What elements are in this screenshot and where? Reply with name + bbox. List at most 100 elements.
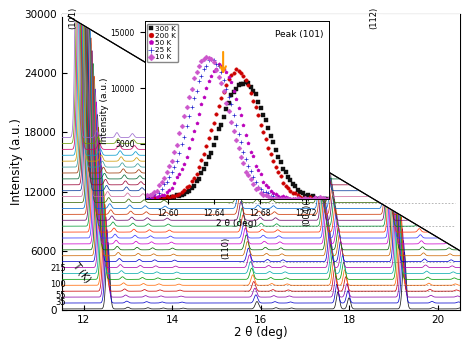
25 K <box>301 196 309 202</box>
200 K <box>218 95 225 101</box>
50 K <box>307 196 314 201</box>
10 K <box>151 189 158 195</box>
300 K <box>289 181 297 187</box>
50 K <box>259 179 267 184</box>
25 K <box>205 58 213 63</box>
50 K <box>274 193 282 198</box>
50 K <box>210 68 218 74</box>
10 K <box>225 108 232 114</box>
200 K <box>319 196 327 201</box>
10 K <box>279 196 287 202</box>
200 K <box>222 83 230 88</box>
25 K <box>190 95 198 101</box>
200 K <box>168 194 175 199</box>
200 K <box>272 164 280 170</box>
200 K <box>240 73 247 79</box>
10 K <box>165 163 173 169</box>
25 K <box>155 190 163 195</box>
Y-axis label: Intensity (a.u.): Intensity (a.u.) <box>9 119 23 205</box>
200 K <box>165 195 173 200</box>
200 K <box>161 195 168 201</box>
300 K <box>225 101 232 106</box>
50 K <box>175 171 183 177</box>
300 K <box>287 177 294 183</box>
50 K <box>257 171 264 177</box>
50 K <box>163 189 171 195</box>
X-axis label: 2 θ (deg): 2 θ (deg) <box>217 219 257 229</box>
10 K <box>183 104 191 110</box>
50 K <box>195 111 203 117</box>
300 K <box>180 191 188 197</box>
50 K <box>230 88 237 94</box>
50 K <box>161 192 168 198</box>
300 K <box>311 196 319 201</box>
300 K <box>210 143 218 148</box>
300 K <box>198 170 205 176</box>
50 K <box>220 66 228 72</box>
50 K <box>319 197 327 202</box>
25 K <box>151 191 158 197</box>
50 K <box>299 197 307 202</box>
200 K <box>321 196 329 201</box>
10 K <box>272 195 280 201</box>
200 K <box>309 196 317 202</box>
200 K <box>232 67 240 72</box>
10 K <box>222 100 230 106</box>
10 K <box>287 197 294 202</box>
50 K <box>324 197 331 202</box>
50 K <box>188 136 195 142</box>
25 K <box>193 88 201 94</box>
Text: (101): (101) <box>69 7 78 29</box>
200 K <box>250 99 257 104</box>
25 K <box>264 190 272 196</box>
50 K <box>205 78 213 84</box>
300 K <box>185 188 193 194</box>
300 K <box>255 99 262 105</box>
50 K <box>282 194 289 200</box>
50 K <box>247 149 255 155</box>
10 K <box>143 193 151 198</box>
Text: 100: 100 <box>50 279 66 289</box>
10 K <box>205 55 213 61</box>
10 K <box>321 196 329 202</box>
10 K <box>171 149 178 155</box>
10 K <box>202 54 210 60</box>
200 K <box>311 197 319 202</box>
200 K <box>175 191 183 197</box>
200 K <box>247 90 255 95</box>
25 K <box>304 197 311 202</box>
50 K <box>252 163 260 169</box>
25 K <box>257 186 264 192</box>
200 K <box>212 111 220 116</box>
50 K <box>225 74 232 79</box>
50 K <box>228 79 235 85</box>
200 K <box>178 189 185 195</box>
25 K <box>299 197 307 202</box>
50 K <box>148 195 156 200</box>
200 K <box>151 195 158 200</box>
300 K <box>297 189 304 195</box>
10 K <box>257 190 264 195</box>
300 K <box>183 189 191 195</box>
25 K <box>307 197 314 202</box>
50 K <box>171 180 178 186</box>
Y-axis label: Intensity (a.u.): Intensity (a.u.) <box>100 77 109 143</box>
10 K <box>155 182 163 188</box>
50 K <box>267 188 274 194</box>
10 K <box>230 128 237 134</box>
25 K <box>292 197 299 202</box>
300 K <box>215 126 223 132</box>
25 K <box>198 73 205 78</box>
25 K <box>279 197 287 202</box>
Text: 215: 215 <box>50 264 66 273</box>
200 K <box>190 175 198 180</box>
25 K <box>289 197 297 202</box>
300 K <box>301 193 309 199</box>
10 K <box>185 94 193 100</box>
300 K <box>158 197 166 202</box>
200 K <box>267 151 274 157</box>
200 K <box>143 196 151 202</box>
50 K <box>255 168 262 173</box>
10 K <box>282 196 289 201</box>
10 K <box>245 172 252 178</box>
